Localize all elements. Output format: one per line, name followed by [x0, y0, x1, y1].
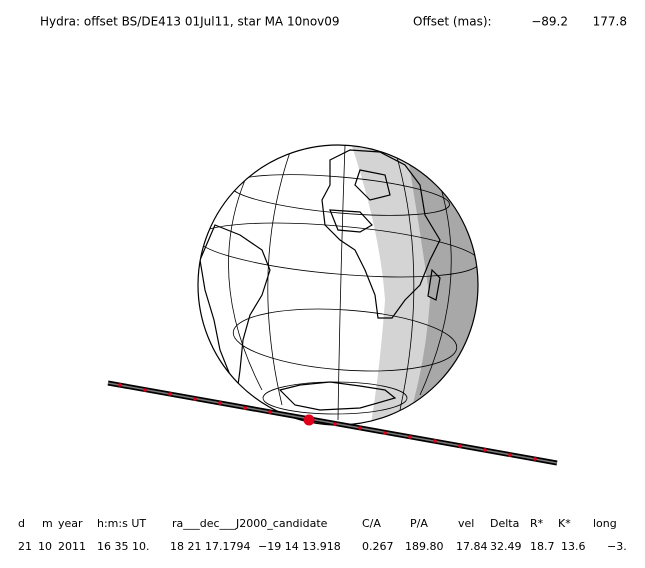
column-header: year — [58, 517, 83, 530]
globe — [197, 144, 479, 426]
offset-value: −89.2 — [531, 15, 568, 29]
table-cell: 16 35 10. — [97, 540, 149, 553]
table-cell: 13.6 — [561, 540, 586, 553]
column-header: C/A — [362, 517, 381, 530]
table-cell: 2011 — [58, 540, 86, 553]
event-point — [303, 414, 315, 426]
data-table: d m year h:m:s UT ra___dec___J2000_candidate… — [18, 517, 627, 553]
column-header: d — [18, 517, 25, 530]
table-cell: 10 — [38, 540, 52, 553]
table-cell: 17.84 — [456, 540, 488, 553]
table-cell: 0.267 — [362, 540, 394, 553]
column-header: long — [593, 517, 617, 530]
table-cell: −19 14 13.918 — [258, 540, 341, 553]
column-header: Delta — [490, 517, 519, 530]
title: Hydra: offset BS/DE413 01Jul11, star MA … — [40, 15, 340, 29]
column-header: P/A — [410, 517, 428, 530]
column-header: vel — [458, 517, 474, 530]
table-cell: 18 21 17.1794 — [170, 540, 250, 553]
shadow-path — [107, 380, 558, 466]
column-header: h:m:s UT — [97, 517, 146, 530]
offset-value: 177.8 — [593, 15, 627, 29]
table-cell: 189.80 — [405, 540, 444, 553]
table-cell: 32.49 — [490, 540, 522, 553]
table-cell: 21 — [18, 540, 32, 553]
column-header: R* — [530, 517, 544, 530]
table-cell: −3. — [607, 540, 627, 553]
column-header: ra___dec___J2000_candidate — [172, 517, 328, 530]
table-cell: 18.7 — [530, 540, 555, 553]
offset-label: Offset (mas): — [413, 15, 492, 29]
column-header: K* — [558, 517, 571, 530]
column-header: m — [42, 517, 53, 530]
